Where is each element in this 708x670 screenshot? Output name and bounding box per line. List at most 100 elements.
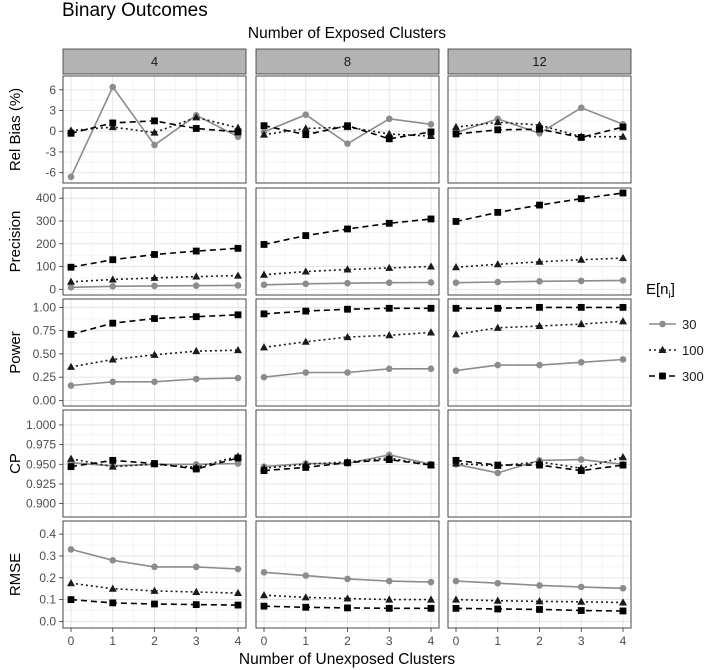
- data-point-100: [192, 346, 201, 355]
- y-tick-label: 100: [36, 260, 56, 274]
- panel-border: [255, 75, 440, 184]
- data-point-100: [67, 579, 75, 587]
- data-point-100: [343, 265, 352, 273]
- data-point-30: [577, 583, 585, 591]
- data-point-30: [192, 375, 200, 383]
- y-tick-label: 0.25: [33, 370, 57, 384]
- data-point-300: [536, 303, 543, 311]
- x-tick-label: 0: [261, 634, 268, 648]
- data-point-300: [427, 215, 435, 223]
- data-point-300: [619, 123, 627, 131]
- x-tick-label: 1: [302, 634, 309, 648]
- data-point-300: [344, 604, 351, 612]
- data-point-30: [494, 469, 502, 477]
- data-point-100: [150, 350, 159, 358]
- series-line-100: [70, 349, 239, 368]
- panel-power-8: [255, 298, 440, 407]
- data-point-100: [108, 462, 117, 470]
- data-point-100: [452, 595, 460, 603]
- data-point-300: [494, 208, 502, 216]
- data-point-30: [619, 584, 627, 592]
- panel-precision-12: [447, 187, 632, 296]
- data-point-300: [344, 305, 351, 313]
- y-tick-label: 0.50: [33, 347, 57, 361]
- data-point-300: [234, 128, 242, 136]
- data-point-100: [535, 321, 544, 329]
- data-point-300: [234, 244, 242, 252]
- series-line-100: [455, 121, 623, 138]
- data-point-30: [577, 358, 585, 366]
- y-tick-label: 0: [49, 124, 56, 138]
- y-tick-label: 0.950: [26, 457, 56, 471]
- y-tick-label: 1.000: [26, 418, 56, 432]
- series-line-100: [70, 455, 239, 469]
- data-point-100: [67, 454, 75, 462]
- facet-strip-4: [62, 48, 247, 75]
- x-tick-label: 2: [151, 634, 158, 648]
- panel-border: [255, 298, 440, 407]
- legend-marker-300: [659, 372, 666, 380]
- data-point-30: [494, 278, 502, 286]
- data-point-100: [260, 270, 268, 278]
- data-point-30: [67, 382, 75, 389]
- data-point-30: [385, 115, 393, 123]
- legend-label-100: 100: [682, 343, 704, 358]
- data-point-300: [385, 304, 393, 312]
- data-point-300: [536, 201, 543, 209]
- data-point-100: [619, 317, 627, 325]
- data-point-300: [302, 232, 310, 239]
- y-tick-label: 0.900: [26, 497, 56, 511]
- data-point-30: [344, 369, 351, 376]
- data-point-100: [493, 260, 502, 268]
- data-point-30: [344, 575, 351, 583]
- data-point-300: [67, 463, 75, 471]
- data-point-300: [192, 465, 200, 473]
- data-point-300: [494, 304, 502, 312]
- panel-rmse-8: [255, 520, 440, 629]
- y-axis-label-rel-bias: Rel Bias (%): [7, 88, 24, 171]
- panel-border: [62, 409, 247, 518]
- data-point-300: [385, 604, 393, 612]
- data-point-100: [619, 453, 627, 461]
- data-point-30: [234, 282, 242, 289]
- data-point-300: [619, 189, 627, 197]
- data-point-100: [385, 129, 394, 137]
- data-point-300: [151, 315, 158, 322]
- data-point-300: [109, 319, 117, 327]
- y-tick-label: 0: [49, 282, 56, 296]
- data-point-300: [536, 125, 543, 133]
- y-tick-label: 0.975: [26, 438, 56, 452]
- y-tick-label: 300: [36, 214, 56, 228]
- y-tick-label: 0.00: [33, 393, 57, 407]
- facet-column-title: Number of Exposed Clusters: [248, 25, 446, 42]
- data-point-300: [151, 460, 158, 467]
- data-point-300: [302, 307, 310, 315]
- data-point-300: [494, 461, 502, 469]
- data-point-30: [302, 572, 310, 579]
- y-tick-label: 1.00: [33, 300, 57, 314]
- data-point-300: [234, 311, 242, 319]
- data-point-300: [577, 607, 585, 614]
- y-axis-label-precision: Precision: [7, 211, 24, 273]
- data-point-30: [536, 361, 543, 369]
- data-point-100: [535, 597, 544, 605]
- panel-border: [62, 75, 247, 184]
- data-point-100: [385, 263, 394, 271]
- data-point-30: [302, 369, 310, 376]
- data-point-300: [67, 129, 75, 137]
- data-point-100: [619, 598, 627, 606]
- data-point-300: [109, 256, 117, 264]
- data-point-300: [577, 195, 585, 203]
- panel-power-12: [447, 298, 632, 407]
- x-tick-label: 3: [193, 634, 200, 648]
- data-point-30: [260, 373, 268, 381]
- y-axis-label-rmse: RMSE: [7, 553, 24, 596]
- data-point-100: [535, 257, 544, 265]
- data-point-100: [108, 355, 117, 363]
- y-tick-label: 0.925: [26, 477, 56, 491]
- panel-rel-bias-12: [447, 75, 632, 184]
- x-tick-label: 2: [344, 634, 351, 648]
- data-point-30: [385, 365, 393, 373]
- data-point-300: [344, 459, 351, 467]
- data-point-100: [150, 128, 159, 136]
